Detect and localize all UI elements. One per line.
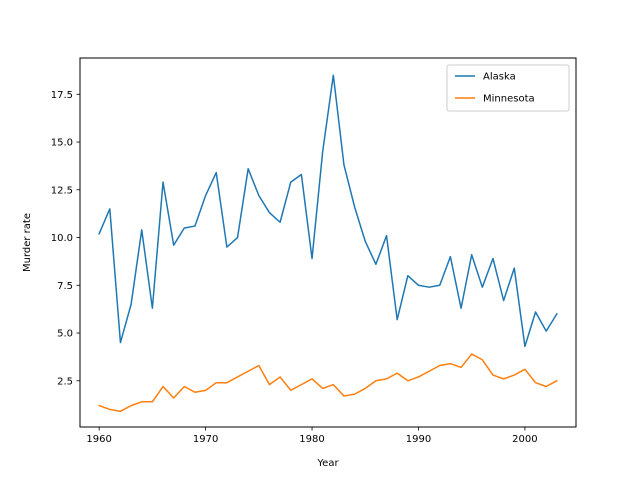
y-axis-label: Murder rate xyxy=(22,213,33,272)
legend: Alaska Minnesota xyxy=(446,64,570,112)
plot-lines xyxy=(98,74,558,413)
x-tick-label: 1960 xyxy=(86,434,111,445)
y-tick-label: 10.0 xyxy=(51,233,73,244)
legend-label-alaska: Alaska xyxy=(483,72,516,83)
series-line-alaska xyxy=(98,74,558,348)
x-axis: 1960 1970 1980 1990 2000 xyxy=(86,427,538,445)
y-tick-label: 2.5 xyxy=(57,376,73,387)
series-line-minnesota xyxy=(98,353,558,413)
y-tick-label: 12.5 xyxy=(51,185,73,196)
y-tick-label: 7.5 xyxy=(57,281,73,292)
x-tick-label: 2000 xyxy=(512,434,537,445)
x-axis-label: Year xyxy=(316,458,339,469)
legend-box xyxy=(446,64,570,112)
y-axis: 2.5 5.0 7.5 10.0 12.5 15.0 17.5 xyxy=(51,90,80,387)
x-tick-label: 1980 xyxy=(299,434,324,445)
y-tick-label: 15.0 xyxy=(51,138,73,149)
y-tick-label: 5.0 xyxy=(57,329,73,340)
x-tick-label: 1970 xyxy=(193,434,218,445)
legend-label-minnesota: Minnesota xyxy=(483,94,535,105)
y-tick-label: 17.5 xyxy=(51,90,73,101)
x-tick-label: 1990 xyxy=(406,434,431,445)
axes-frame xyxy=(79,57,577,428)
